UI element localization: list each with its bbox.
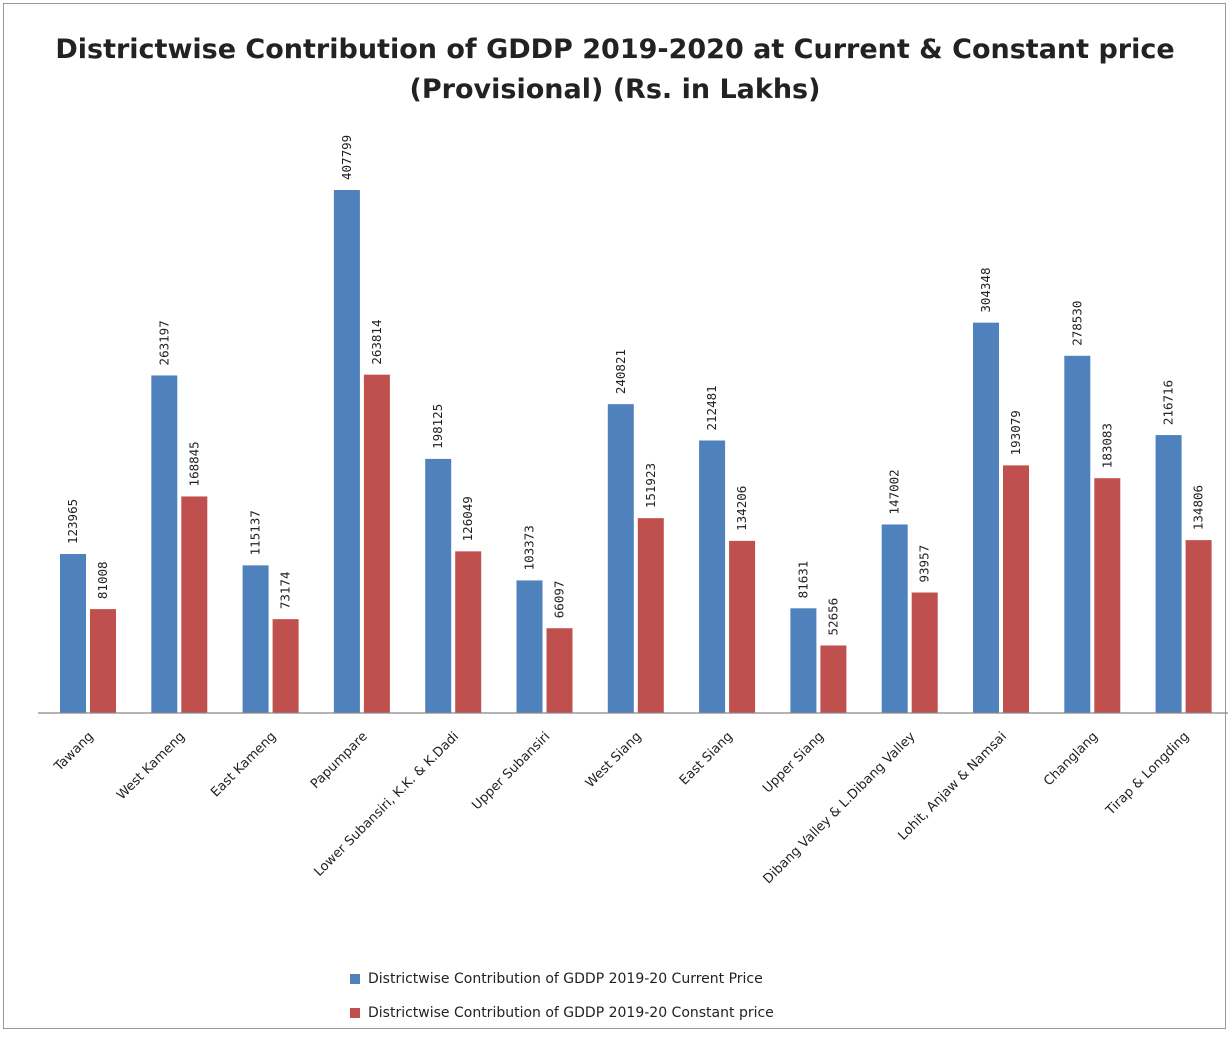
bar-current-price [790, 608, 817, 713]
data-label-constant-price: 66097 [552, 581, 567, 619]
data-label-constant-price: 134206 [734, 486, 749, 531]
bar-current-price [1155, 435, 1182, 713]
data-label-constant-price: 126049 [460, 496, 475, 541]
data-label-current-price: 123965 [65, 499, 80, 544]
bar-current-price [973, 322, 999, 713]
bar-current-price [1064, 355, 1091, 713]
bar-current-price [516, 580, 543, 713]
data-label-current-price: 198125 [430, 404, 445, 449]
x-tick-label: Changlang [1041, 729, 1101, 789]
data-label-constant-price: 168845 [186, 441, 201, 486]
bar-constant-price [363, 374, 390, 713]
x-tick-label: Tawang [51, 729, 97, 775]
data-label-current-price: 212481 [704, 385, 719, 430]
bar-constant-price [637, 518, 664, 713]
data-label-current-price: 216716 [1161, 380, 1176, 425]
x-tick-label: Dibang Valley & L.Dibang Valley [761, 729, 919, 887]
bar-constant-price [546, 628, 573, 713]
chart-frame [3, 3, 1226, 1029]
data-label-constant-price: 183083 [1099, 423, 1114, 468]
data-label-current-price: 240821 [613, 349, 628, 394]
legend-label-constant: Districtwise Contribution of GDDP 2019-2… [368, 1005, 774, 1021]
x-tick-label: West Kameng [114, 729, 188, 803]
bar-current-price [60, 554, 86, 713]
bar-constant-price [820, 645, 847, 713]
bar-current-price [242, 565, 269, 713]
legend: Districtwise Contribution of GDDP 2019-2… [350, 970, 774, 1038]
data-label-constant-price: 263814 [369, 320, 384, 365]
data-label-current-price: 103373 [522, 525, 537, 570]
bar-constant-price [272, 619, 299, 713]
chart-title: Districtwise Contribution of GDDP 2019-2… [55, 34, 1175, 105]
data-label-current-price: 81631 [795, 561, 810, 599]
data-label-current-price: 115137 [248, 510, 263, 555]
x-tick-label: East Kameng [208, 729, 279, 800]
data-label-constant-price: 193079 [1008, 410, 1023, 455]
x-tick-label: Papumpare [308, 729, 371, 792]
bar-current-price [425, 458, 452, 713]
bar-current-price [699, 440, 726, 713]
bar-constant-price [729, 540, 756, 713]
bar-current-price [607, 404, 634, 713]
data-label-constant-price: 52656 [825, 598, 840, 636]
data-label-constant-price: 81008 [95, 561, 110, 599]
legend-swatch-constant [350, 1008, 360, 1018]
x-tick-label: West Siang [583, 729, 645, 791]
x-tick-label: Lower Subansiri, K.K. & K.Dadi [312, 729, 463, 880]
bar-constant-price [1185, 540, 1212, 713]
bar-current-price [151, 375, 178, 713]
bar-constant-price [1003, 465, 1029, 713]
bar-constant-price [911, 592, 938, 713]
x-tick-label: Upper Subansiri [469, 729, 553, 813]
data-label-current-price: 304348 [978, 268, 993, 313]
bar-constant-price [455, 551, 482, 713]
x-tick-label: Tirap & Longding [1103, 729, 1193, 819]
data-label-current-price: 263197 [156, 320, 171, 365]
data-label-current-price: 147002 [887, 469, 902, 514]
legend-swatch-current [350, 974, 360, 984]
x-tick-label: Upper Siang [760, 729, 827, 796]
legend-item-current: Districtwise Contribution of GDDP 2019-2… [350, 970, 774, 988]
legend-label-current: Districtwise Contribution of GDDP 2019-2… [368, 971, 763, 987]
x-tick-label: Lohit, Anjaw & Namsai [896, 729, 1010, 843]
data-label-constant-price: 151923 [643, 463, 658, 508]
bar-current-price [333, 190, 360, 713]
bar-constant-price [1094, 478, 1121, 713]
data-label-constant-price: 134806 [1191, 485, 1206, 530]
bar-current-price [881, 524, 908, 713]
bar-constant-price [90, 609, 116, 713]
data-label-constant-price: 73174 [278, 572, 293, 610]
data-label-current-price: 278530 [1069, 301, 1084, 346]
data-label-current-price: 407799 [339, 135, 354, 180]
data-label-constant-price: 93957 [917, 545, 932, 583]
legend-item-constant: Districtwise Contribution of GDDP 2019-2… [350, 1004, 774, 1022]
bar-constant-price [181, 496, 208, 713]
x-tick-label: East Siang [677, 729, 736, 788]
